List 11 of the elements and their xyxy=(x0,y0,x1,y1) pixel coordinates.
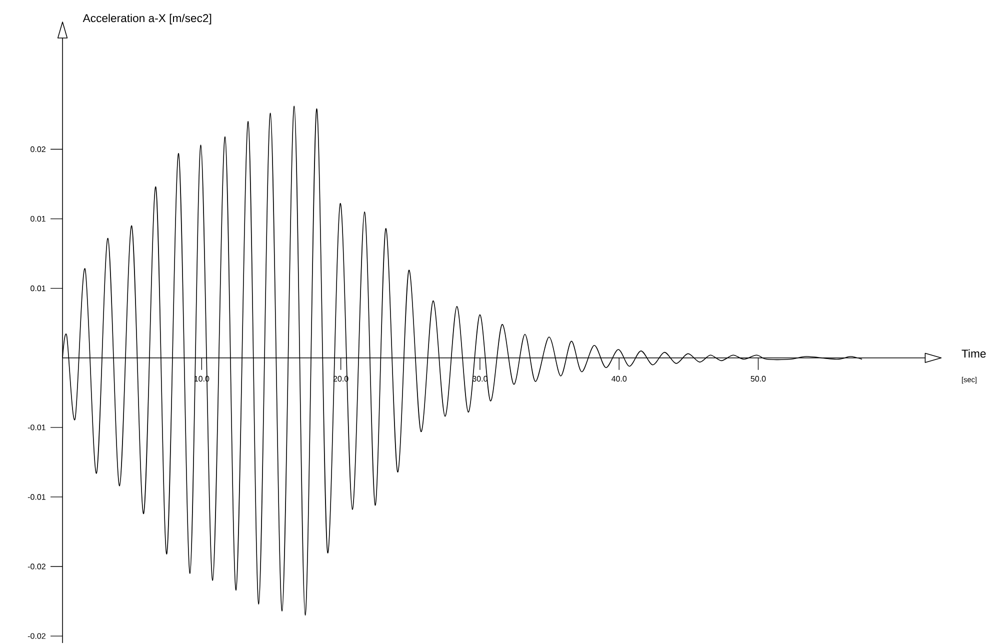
x-axis-title: Time xyxy=(962,349,986,358)
y-tick-label: 0.02 xyxy=(30,146,46,152)
y-axis-title: Acceleration a-X [m/sec2] xyxy=(82,14,212,24)
y-tick-label: -0.01 xyxy=(28,494,46,500)
x-tick-label: 40.0 xyxy=(611,376,627,382)
y-tick-label: -0.01 xyxy=(28,424,46,430)
y-tick-label: -0.02 xyxy=(28,633,46,639)
y-tick-label: 0.01 xyxy=(30,286,46,292)
x-tick-label: 50.0 xyxy=(750,376,766,382)
y-tick-label: 0.01 xyxy=(30,216,46,222)
y-tick-label: -0.02 xyxy=(28,564,46,570)
